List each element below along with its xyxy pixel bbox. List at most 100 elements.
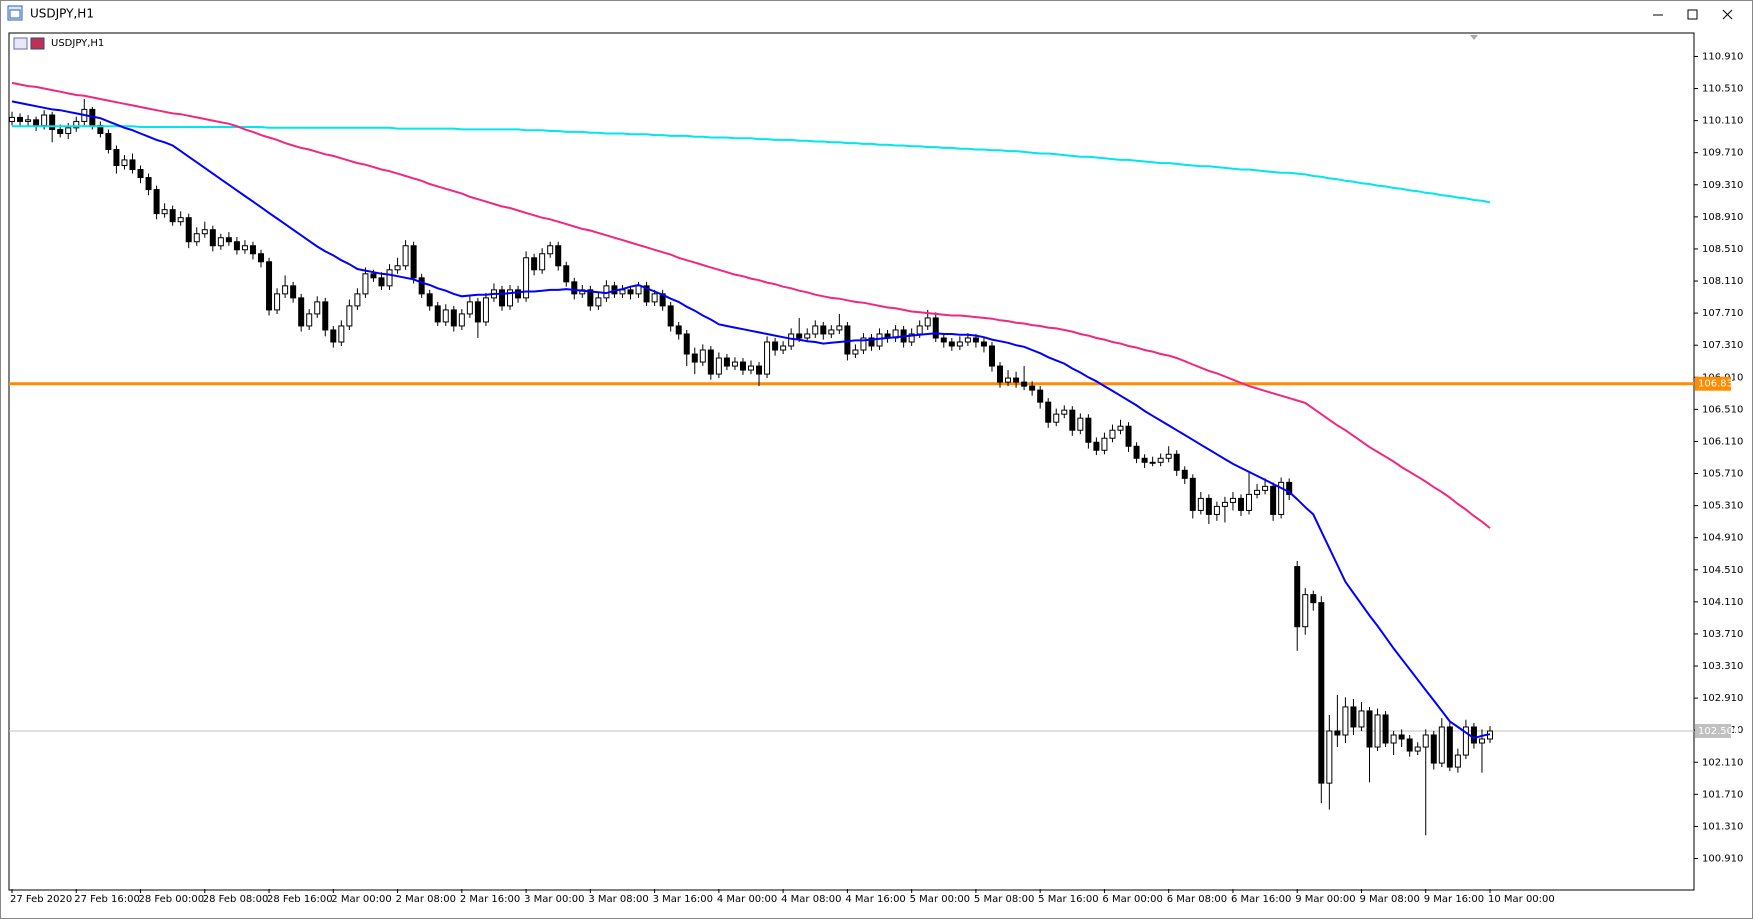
candle-body (940, 337, 947, 343)
maximize-button[interactable] (1687, 9, 1698, 20)
candle-body (1478, 738, 1485, 744)
close-button[interactable] (1722, 9, 1733, 20)
candle-body (1045, 401, 1052, 423)
candle-body (362, 273, 369, 295)
candle-body (635, 285, 642, 295)
y-tick-label: 107.710 (1702, 308, 1743, 319)
candle-body (1189, 477, 1196, 511)
candle-body (466, 301, 473, 315)
candle-body (796, 333, 803, 339)
candle-body (193, 233, 200, 243)
x-tick-label: 27 Feb 2020 (10, 894, 72, 905)
candle-body (739, 361, 746, 371)
x-tick-label: 5 Mar 16:00 (1038, 894, 1098, 905)
candle-body (1117, 425, 1124, 431)
candle-body (675, 325, 682, 335)
y-tick-label: 109.710 (1702, 148, 1743, 159)
x-tick-label: 9 Mar 16:00 (1424, 894, 1484, 905)
candle-body (868, 337, 875, 347)
current-price-box (1695, 723, 1731, 738)
candle-body (1029, 385, 1036, 391)
candle-body (177, 217, 184, 223)
x-tick-label: 9 Mar 00:00 (1295, 894, 1355, 905)
y-tick-label: 108.910 (1702, 212, 1743, 223)
candle-body (1270, 485, 1277, 515)
moving-average-line (12, 125, 1491, 204)
candle-body (113, 148, 120, 167)
candle-body (707, 349, 714, 375)
candle-body (1318, 602, 1325, 784)
x-tick-label: 2 Mar 16:00 (460, 894, 520, 905)
candle-body (394, 265, 401, 271)
candle-body (1109, 429, 1116, 439)
chart-icon (13, 37, 45, 50)
candle-body (402, 245, 409, 267)
candle-body (723, 357, 730, 367)
candle-body (1414, 746, 1421, 752)
candle-body (1446, 726, 1453, 768)
candle-body (731, 361, 738, 367)
candle-body (756, 365, 763, 375)
candle-body (225, 237, 232, 243)
candle-body (932, 317, 939, 339)
candle-body (539, 253, 546, 271)
candle-body (820, 325, 827, 335)
candle-body (258, 253, 265, 263)
candle-body (1350, 706, 1357, 728)
level-label: 106.830 (1698, 379, 1739, 390)
candle-body (1093, 441, 1100, 451)
candle-body (129, 159, 136, 171)
candle-body (474, 301, 481, 323)
candle-body (1125, 425, 1132, 447)
candle-body (1470, 726, 1477, 744)
y-tick-label: 102.110 (1702, 757, 1743, 768)
candle-body (1358, 710, 1365, 728)
candle-body (1013, 377, 1020, 383)
candle-body (137, 169, 144, 179)
x-tick-label: 9 Mar 08:00 (1359, 894, 1419, 905)
candle-body (322, 301, 329, 331)
candle-body (298, 297, 305, 327)
candle-body (1133, 445, 1140, 459)
candle-body (1085, 417, 1092, 443)
candle-body (249, 245, 256, 255)
candle-body (241, 245, 248, 251)
candle-body (908, 333, 915, 343)
candle-body (1462, 726, 1469, 756)
y-tick-label: 104.110 (1702, 597, 1743, 608)
candle-body (73, 120, 80, 129)
x-tick-label: 27 Feb 16:00 (74, 894, 140, 905)
candle-body (1286, 481, 1293, 495)
candle-body (1390, 734, 1397, 744)
candle-body (1205, 497, 1212, 515)
candle-body (651, 293, 658, 303)
candle-body (804, 333, 811, 339)
candle-body (274, 293, 281, 311)
candle-body (434, 305, 441, 323)
candle-body (1302, 594, 1309, 628)
candle-body (17, 116, 24, 122)
candle-body (836, 325, 843, 331)
candle-body (1246, 493, 1253, 511)
candle-body (370, 273, 377, 279)
x-tick-label: 2 Mar 08:00 (396, 894, 456, 905)
candle-body (169, 209, 176, 223)
candle-body (201, 229, 208, 235)
x-tick-label: 5 Mar 08:00 (974, 894, 1034, 905)
y-tick-label: 105.710 (1702, 469, 1743, 480)
candle-body (1278, 481, 1285, 515)
candle-body (266, 261, 273, 311)
candle-body (1310, 594, 1317, 604)
candle-body (523, 257, 530, 299)
candle-body (1077, 417, 1084, 431)
candle-body (105, 132, 112, 150)
candle-body (1005, 377, 1012, 383)
candle-body (1229, 497, 1236, 503)
candle-body (748, 365, 754, 371)
candle-body (282, 285, 289, 295)
candle-body (964, 337, 971, 343)
candle-body (828, 329, 835, 335)
candle-body (314, 301, 321, 315)
candle-body (916, 325, 923, 335)
